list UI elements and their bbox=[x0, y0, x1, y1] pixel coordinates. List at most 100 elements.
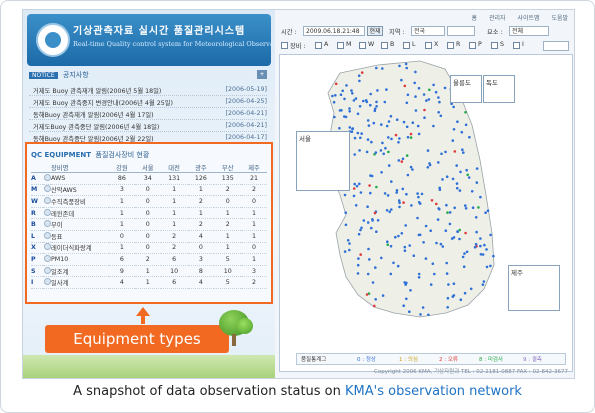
station-marker[interactable] bbox=[437, 161, 440, 164]
station-marker[interactable] bbox=[395, 189, 399, 192]
station-marker[interactable] bbox=[465, 168, 468, 172]
station-marker[interactable] bbox=[474, 242, 478, 246]
station-marker[interactable] bbox=[422, 241, 425, 244]
station-marker[interactable] bbox=[450, 237, 454, 240]
station-marker[interactable] bbox=[432, 83, 435, 87]
station-marker[interactable] bbox=[367, 247, 370, 251]
station-marker[interactable] bbox=[401, 187, 405, 191]
station-marker[interactable] bbox=[400, 232, 404, 235]
station-marker[interactable] bbox=[353, 136, 357, 140]
station-marker[interactable] bbox=[390, 208, 393, 211]
station-marker[interactable] bbox=[400, 160, 404, 163]
station-marker[interactable] bbox=[431, 262, 435, 265]
station-marker[interactable] bbox=[418, 202, 422, 205]
station-marker[interactable] bbox=[427, 98, 431, 101]
station-marker[interactable] bbox=[381, 294, 385, 297]
station-marker[interactable] bbox=[375, 230, 378, 233]
station-marker[interactable] bbox=[366, 138, 370, 141]
station-marker[interactable] bbox=[388, 210, 391, 214]
station-marker[interactable] bbox=[462, 151, 465, 154]
station-marker[interactable] bbox=[409, 136, 413, 139]
station-marker[interactable] bbox=[458, 237, 461, 241]
station-marker[interactable] bbox=[446, 211, 449, 214]
station-marker[interactable] bbox=[346, 239, 350, 242]
station-marker[interactable] bbox=[397, 199, 401, 202]
station-marker[interactable] bbox=[416, 216, 419, 220]
station-marker[interactable] bbox=[331, 94, 334, 98]
station-marker[interactable] bbox=[381, 67, 384, 70]
station-marker[interactable] bbox=[380, 171, 383, 174]
station-marker[interactable] bbox=[443, 86, 447, 90]
station-marker[interactable] bbox=[416, 192, 419, 195]
station-marker[interactable] bbox=[428, 162, 431, 165]
station-marker[interactable] bbox=[452, 294, 456, 297]
station-marker[interactable] bbox=[450, 102, 453, 105]
station-marker[interactable] bbox=[459, 298, 463, 301]
station-marker[interactable] bbox=[343, 193, 347, 197]
station-marker[interactable] bbox=[461, 148, 464, 151]
station-marker[interactable] bbox=[394, 133, 398, 137]
station-marker[interactable] bbox=[429, 229, 432, 232]
station-marker[interactable] bbox=[387, 164, 391, 167]
station-marker[interactable] bbox=[448, 211, 452, 214]
station-marker[interactable] bbox=[409, 132, 413, 136]
station-marker[interactable] bbox=[345, 84, 348, 87]
notice-item[interactable]: 동해Buoy 관측재개 알림(2006년 4월 17일) [2006-04-21] bbox=[29, 108, 267, 120]
station-marker[interactable] bbox=[367, 292, 371, 295]
station-marker[interactable] bbox=[406, 93, 410, 97]
station-marker[interactable] bbox=[403, 84, 407, 88]
station-marker[interactable] bbox=[482, 280, 486, 283]
station-marker[interactable] bbox=[385, 124, 389, 128]
station-marker[interactable] bbox=[467, 176, 471, 179]
station-marker[interactable] bbox=[484, 211, 487, 214]
station-marker[interactable] bbox=[417, 276, 421, 279]
station-marker[interactable] bbox=[333, 115, 336, 119]
station-marker[interactable] bbox=[421, 306, 425, 309]
station-marker[interactable] bbox=[397, 141, 400, 144]
station-marker[interactable] bbox=[469, 287, 473, 291]
station-marker[interactable] bbox=[344, 211, 347, 214]
station-marker[interactable] bbox=[350, 89, 353, 92]
station-marker[interactable] bbox=[470, 190, 474, 193]
station-marker[interactable] bbox=[359, 228, 362, 232]
time-field[interactable]: 2009.06.18.21:48 bbox=[303, 26, 365, 36]
station-marker[interactable] bbox=[334, 94, 337, 97]
station-marker[interactable] bbox=[357, 232, 361, 236]
station-marker[interactable] bbox=[379, 149, 383, 152]
station-marker[interactable] bbox=[409, 165, 413, 169]
station-marker[interactable] bbox=[426, 149, 430, 152]
nav-help[interactable]: 도움말 bbox=[551, 15, 568, 22]
station-marker[interactable] bbox=[405, 101, 409, 105]
station-marker[interactable] bbox=[406, 135, 410, 139]
station-marker[interactable] bbox=[360, 226, 363, 230]
station-marker[interactable] bbox=[444, 229, 448, 232]
station-marker[interactable] bbox=[483, 243, 486, 247]
station-marker[interactable] bbox=[374, 298, 377, 301]
equip-all-checkbox[interactable] bbox=[281, 42, 288, 49]
station-marker[interactable] bbox=[344, 223, 348, 227]
station-marker[interactable] bbox=[338, 126, 341, 130]
station-marker[interactable] bbox=[383, 100, 387, 104]
station-marker[interactable] bbox=[475, 181, 479, 184]
station-marker[interactable] bbox=[489, 233, 492, 237]
station-marker[interactable] bbox=[369, 103, 372, 107]
station-marker[interactable] bbox=[438, 186, 441, 190]
station-marker[interactable] bbox=[366, 221, 370, 224]
nav-sitemap[interactable]: 사이트맵 bbox=[517, 15, 540, 22]
region-select[interactable]: 전국 bbox=[411, 26, 445, 36]
station-marker[interactable] bbox=[466, 173, 469, 177]
station-marker[interactable] bbox=[405, 281, 408, 285]
station-marker[interactable] bbox=[423, 116, 426, 119]
station-marker[interactable] bbox=[473, 245, 477, 249]
station-marker[interactable] bbox=[394, 235, 397, 239]
station-marker[interactable] bbox=[353, 182, 356, 186]
station-marker[interactable] bbox=[455, 182, 459, 185]
station-marker[interactable] bbox=[348, 110, 351, 113]
station-marker[interactable] bbox=[357, 74, 361, 77]
station-marker[interactable] bbox=[419, 313, 422, 316]
station-marker[interactable] bbox=[437, 111, 440, 114]
station-marker[interactable] bbox=[387, 120, 391, 123]
station-marker[interactable] bbox=[465, 250, 469, 254]
station-marker[interactable] bbox=[459, 170, 462, 174]
station-marker[interactable] bbox=[474, 216, 478, 219]
